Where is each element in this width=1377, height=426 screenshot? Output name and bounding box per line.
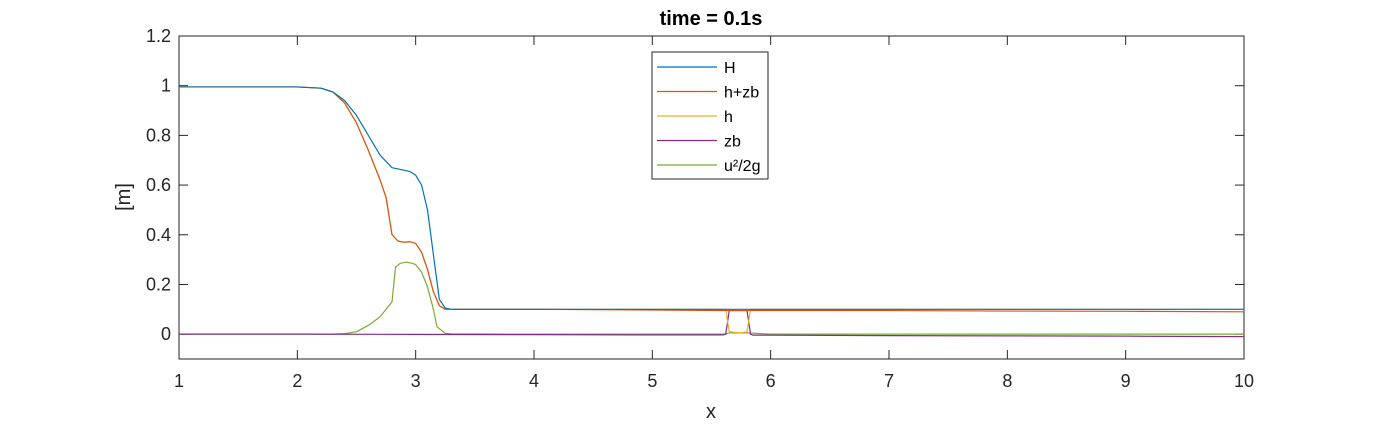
y-axis-label: [m] [113, 183, 135, 211]
legend: Hh+zb h zb u²/2g [651, 51, 769, 180]
series-line-0 [179, 86, 1244, 310]
legend-entry-label: zb [724, 134, 741, 151]
x-tick-label: 2 [292, 371, 302, 391]
x-tick-label: 5 [647, 371, 657, 391]
x-tick-label: 10 [1234, 371, 1254, 391]
x-tick-label: 6 [766, 371, 776, 391]
y-tick-label: 0.8 [146, 125, 171, 145]
y-axis-ticks: 0 0.2 0.4 0.6 0.8 1 1.2 [146, 26, 1244, 344]
x-tick-label: 7 [884, 371, 894, 391]
x-axis-ticks: 1 2 3 4 5 6 7 8 9 10 [174, 36, 1254, 391]
legend-items: Hh+zb h zb u²/2g [657, 60, 760, 175]
y-tick-label: 0 [161, 324, 171, 344]
x-tick-label: 4 [529, 371, 539, 391]
y-tick-label: 0.2 [146, 274, 171, 294]
chart-title: time = 0.1s [660, 8, 763, 30]
x-axis-label: x [706, 401, 716, 423]
series-lines [179, 86, 1245, 338]
legend-entry-label: h [724, 109, 733, 126]
y-tick-label: 0.6 [146, 175, 171, 195]
legend-entry-label: u²/2g [724, 158, 760, 175]
y-tick-label: 1 [161, 76, 171, 96]
legend-entry-label: h+zb [724, 85, 759, 102]
x-tick-label: 3 [411, 371, 421, 391]
y-tick-label: 0.4 [146, 225, 171, 245]
legend-entry-label: H [724, 60, 736, 77]
x-tick-label: 9 [1121, 371, 1131, 391]
series-line-1 [179, 86, 1245, 313]
x-tick-label: 1 [174, 371, 184, 391]
x-tick-label: 8 [1002, 371, 1012, 391]
y-tick-label: 1.2 [146, 26, 171, 46]
